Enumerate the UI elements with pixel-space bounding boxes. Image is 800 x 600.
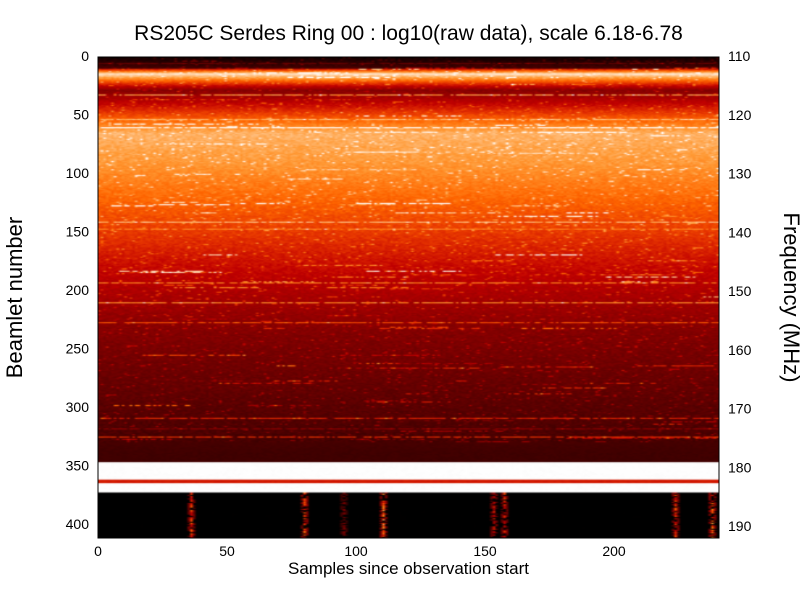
svg-text:50: 50 [73, 107, 89, 123]
svg-text:150: 150 [66, 224, 90, 240]
svg-text:160: 160 [728, 342, 752, 358]
svg-text:50: 50 [219, 543, 235, 559]
svg-text:0: 0 [94, 543, 102, 559]
svg-text:Beamlet number: Beamlet number [2, 217, 27, 378]
svg-text:0: 0 [81, 48, 89, 64]
svg-text:300: 300 [66, 399, 90, 415]
svg-text:200: 200 [66, 282, 90, 298]
svg-text:100: 100 [344, 543, 368, 559]
svg-text:110: 110 [728, 48, 751, 64]
svg-text:150: 150 [728, 283, 752, 299]
svg-text:170: 170 [728, 401, 752, 417]
svg-text:400: 400 [66, 516, 90, 532]
svg-text:180: 180 [728, 459, 752, 475]
svg-text:190: 190 [728, 518, 752, 534]
svg-text:150: 150 [473, 543, 497, 559]
svg-text:Samples since observation star: Samples since observation start [288, 559, 529, 578]
svg-text:200: 200 [602, 543, 626, 559]
svg-text:100: 100 [66, 165, 90, 181]
svg-text:130: 130 [728, 166, 752, 182]
svg-text:140: 140 [728, 224, 752, 240]
svg-text:120: 120 [728, 107, 752, 123]
svg-text:350: 350 [66, 458, 90, 474]
svg-text:Frequency (MHz): Frequency (MHz) [779, 213, 800, 383]
svg-text:250: 250 [66, 341, 90, 357]
